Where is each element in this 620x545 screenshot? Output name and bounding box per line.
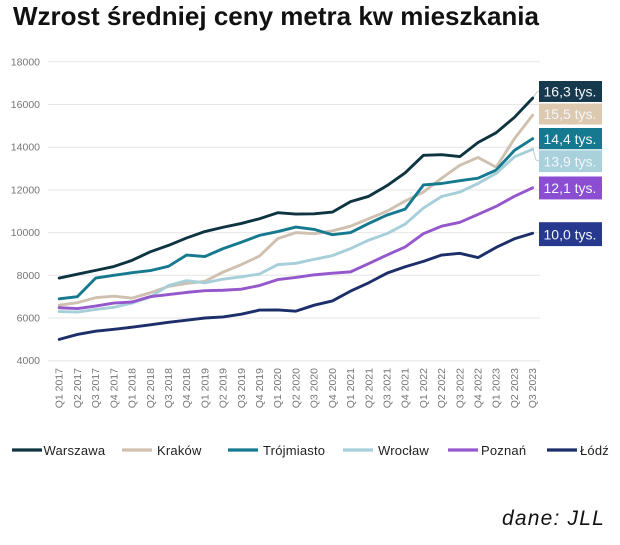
svg-text:Q4 2021: Q4 2021 <box>400 368 412 408</box>
svg-text:Q3 2017: Q3 2017 <box>90 368 102 408</box>
svg-text:Q1 2017: Q1 2017 <box>54 368 66 408</box>
svg-text:18000: 18000 <box>11 56 40 68</box>
svg-text:Warszawa: Warszawa <box>44 443 106 458</box>
svg-text:Q2 2021: Q2 2021 <box>363 368 375 408</box>
svg-text:Q1 2018: Q1 2018 <box>127 368 139 408</box>
svg-text:Q2 2020: Q2 2020 <box>290 368 302 408</box>
svg-text:Q3 2022: Q3 2022 <box>454 368 466 408</box>
svg-text:Q4 2022: Q4 2022 <box>473 368 485 408</box>
svg-text:Q4 2020: Q4 2020 <box>327 368 339 408</box>
svg-text:Q1 2021: Q1 2021 <box>345 368 357 408</box>
svg-text:Q3 2018: Q3 2018 <box>163 368 175 408</box>
svg-text:Łódź: Łódź <box>580 443 609 458</box>
svg-text:16,3 tys.: 16,3 tys. <box>544 84 597 100</box>
svg-text:Q4 2019: Q4 2019 <box>254 368 266 408</box>
svg-text:10000: 10000 <box>11 227 40 239</box>
svg-text:Q4 2017: Q4 2017 <box>108 368 120 408</box>
svg-text:12000: 12000 <box>11 184 40 196</box>
svg-text:Q1 2019: Q1 2019 <box>199 368 211 408</box>
svg-text:Q4 2018: Q4 2018 <box>181 368 193 408</box>
svg-text:8000: 8000 <box>17 270 41 282</box>
svg-text:Trójmiasto: Trójmiasto <box>263 443 325 458</box>
svg-text:Q3 2021: Q3 2021 <box>381 368 393 408</box>
svg-text:12,1 tys.: 12,1 tys. <box>544 180 597 196</box>
svg-text:Wrocław: Wrocław <box>378 443 429 458</box>
svg-text:13,9 tys.: 13,9 tys. <box>544 153 597 169</box>
svg-text:Q1 2022: Q1 2022 <box>418 368 430 408</box>
svg-text:Q3 2020: Q3 2020 <box>309 368 321 408</box>
svg-text:15,5 tys.: 15,5 tys. <box>544 106 597 122</box>
svg-text:Q3 2019: Q3 2019 <box>236 368 248 408</box>
svg-text:Kraków: Kraków <box>157 443 202 458</box>
svg-text:Q2 2023: Q2 2023 <box>509 368 521 408</box>
svg-text:6000: 6000 <box>17 313 41 325</box>
svg-text:Q2 2022: Q2 2022 <box>436 368 448 408</box>
svg-text:4000: 4000 <box>17 355 41 367</box>
svg-text:Q3 2023: Q3 2023 <box>527 368 539 408</box>
svg-text:Q1 2023: Q1 2023 <box>491 368 503 408</box>
svg-text:16000: 16000 <box>11 99 40 111</box>
svg-text:10,0 tys.: 10,0 tys. <box>544 226 597 242</box>
svg-text:14000: 14000 <box>11 142 40 154</box>
svg-text:Q2 2018: Q2 2018 <box>145 368 157 408</box>
svg-text:Poznań: Poznań <box>481 443 526 458</box>
svg-text:Q2 2019: Q2 2019 <box>218 368 230 408</box>
svg-text:14,4 tys.: 14,4 tys. <box>544 131 597 147</box>
svg-text:Q2 2017: Q2 2017 <box>72 368 84 408</box>
svg-text:Q1 2020: Q1 2020 <box>272 368 284 408</box>
